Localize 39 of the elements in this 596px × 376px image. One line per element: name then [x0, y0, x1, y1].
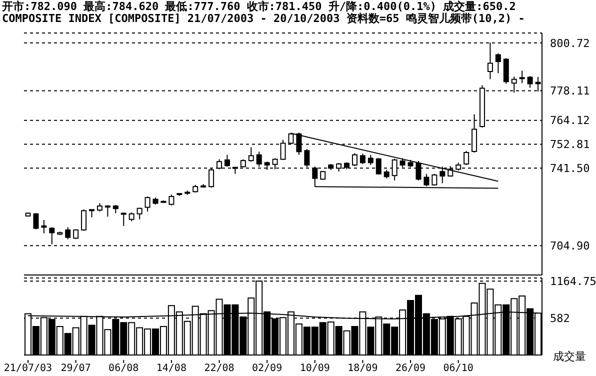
candlestick: [248, 146, 254, 162]
candlestick: [368, 154, 374, 166]
x-tick-label: 29/07: [60, 363, 91, 374]
candlestick: [464, 150, 470, 166]
candlestick: [495, 52, 501, 74]
x-tick-label: 26/09: [395, 363, 426, 374]
x-tick-label: 21/07/03: [4, 363, 52, 374]
y-tick-label: 582: [550, 312, 570, 326]
x-tick-label: 18/09: [348, 363, 378, 374]
candlestick: [527, 76, 533, 88]
candlestick: [136, 207, 142, 220]
candlestick: [519, 70, 525, 84]
candlestick: [104, 204, 110, 218]
candlestick: [81, 208, 87, 232]
candlestick: [41, 220, 47, 234]
y-tick-label: 764.12: [550, 114, 590, 128]
candlestick: [65, 226, 71, 240]
candlestick: [503, 58, 509, 84]
candlestick: [360, 153, 366, 164]
y-tick-label: 752.81: [550, 138, 590, 152]
x-tick-label: 02/09: [252, 363, 282, 374]
candlestick: [49, 226, 55, 245]
x-tick-label: 14/08: [156, 363, 186, 374]
candlestick: [120, 212, 126, 226]
candlestick: [33, 212, 39, 230]
x-tick-label: 22/08: [204, 363, 234, 374]
y-tick-label: 778.11: [550, 84, 590, 98]
y-tick-label: 704.90: [550, 240, 590, 252]
y-tick-label: 800.72: [550, 36, 590, 50]
y-tick-label: 741.50: [550, 162, 590, 176]
candlestick: [144, 196, 150, 212]
y-tick-label: 1164.75: [550, 275, 596, 288]
x-tick-label: 06/10: [443, 363, 474, 374]
candlestick: [168, 194, 174, 206]
chart-title: 开市:782.090 最高:784.620 最低:777.760 收市:781.450 升/降:0.400(0.1%) 成交量:650.2: [2, 0, 516, 13]
x-tick-label: 10/09: [300, 363, 330, 374]
chart-subtitle: COMPOSITE INDEX [COMPOSITE] 21/07/2003 - 20/10/2003 资料数=65 鸣灵智儿频带(10,2) -: [2, 12, 525, 25]
y-axis-title: 成交量: [553, 350, 586, 363]
x-tick-label: 06/08: [108, 363, 139, 374]
